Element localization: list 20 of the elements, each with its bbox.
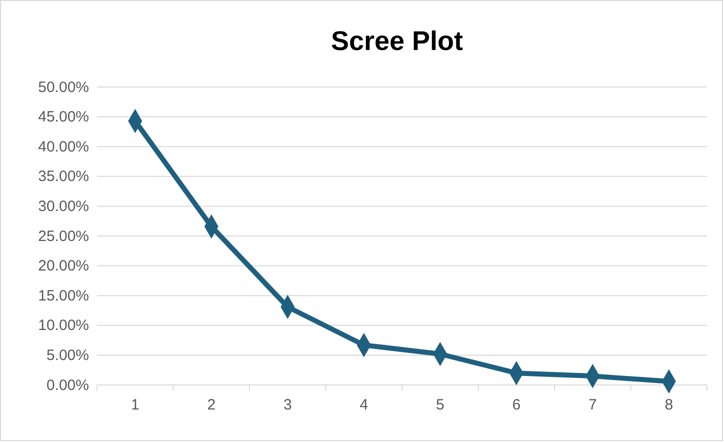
x-tick-label: 2 bbox=[207, 396, 216, 414]
y-tick-label: 10.00% bbox=[38, 317, 89, 334]
y-tick-label: 20.00% bbox=[38, 258, 89, 275]
y-tick-label: 40.00% bbox=[38, 138, 89, 156]
y-tick-label: 45.00% bbox=[38, 108, 89, 126]
y-tick-label: 0.00% bbox=[46, 376, 89, 394]
x-tick-label: 6 bbox=[512, 396, 521, 414]
y-tick-label: 25.00% bbox=[38, 228, 89, 245]
chart-title: Scree Plot bbox=[330, 26, 464, 56]
x-tick-label: 8 bbox=[664, 396, 674, 414]
x-tick-label: 7 bbox=[588, 396, 597, 414]
y-tick-label: 5.00% bbox=[46, 347, 89, 364]
y-tick-label: 30.00% bbox=[38, 198, 89, 215]
y-tick-label: 35.00% bbox=[38, 168, 89, 186]
x-tick-label: 4 bbox=[360, 396, 368, 414]
y-tick-label: 50.00% bbox=[38, 78, 89, 96]
y-tick-label: 15.00% bbox=[38, 287, 89, 304]
x-tick-label: 1 bbox=[130, 396, 140, 414]
x-tick-label: 5 bbox=[436, 396, 444, 414]
x-tick-label: 3 bbox=[283, 396, 292, 414]
